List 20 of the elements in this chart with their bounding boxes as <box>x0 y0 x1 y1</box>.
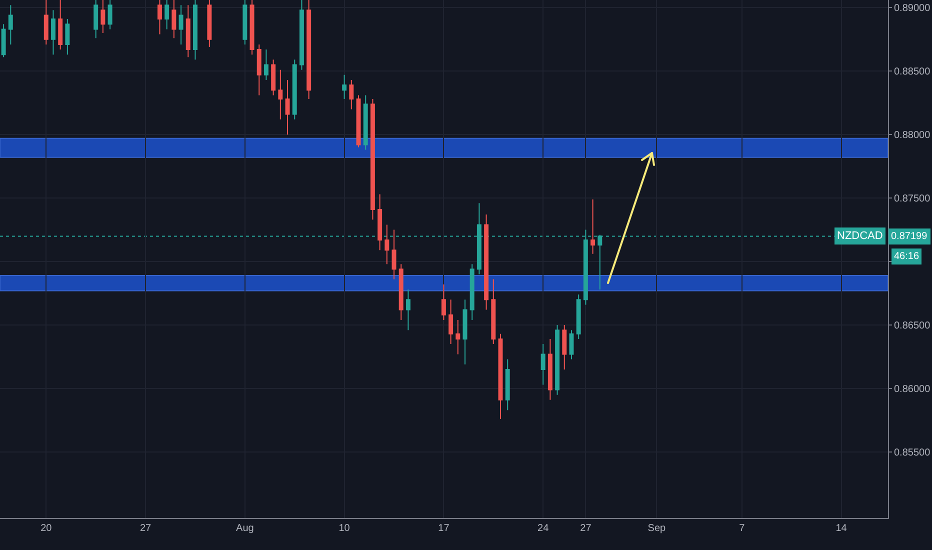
x-tick-label: 27 <box>580 523 592 534</box>
y-tick-label: 0.86000 <box>894 384 931 395</box>
x-tick-label: 10 <box>338 523 350 534</box>
x-tick-label: 27 <box>140 523 152 534</box>
x-tick-label: Sep <box>648 523 666 534</box>
y-tick-label: 0.89000 <box>894 3 931 14</box>
y-tick-label: 0.85500 <box>894 447 931 458</box>
text: 0.87199 <box>891 231 928 242</box>
y-tick-label: 0.88000 <box>894 130 931 142</box>
x-tick-label: 14 <box>836 523 848 534</box>
x-tick-label: 24 <box>538 523 550 534</box>
y-tick-label: 0.87500 <box>894 194 931 205</box>
x-tick-label: 20 <box>40 523 52 534</box>
ref-line-label: NZDCAD <box>837 230 883 242</box>
x-tick-label: 7 <box>739 523 746 534</box>
x-tick-label: 17 <box>438 523 450 534</box>
y-tick-label: 0.86500 <box>894 320 931 332</box>
x-tick-label: Aug <box>236 523 254 534</box>
y-tick-label: 0.88500 <box>894 66 931 78</box>
text: 46:16 <box>894 251 920 262</box>
